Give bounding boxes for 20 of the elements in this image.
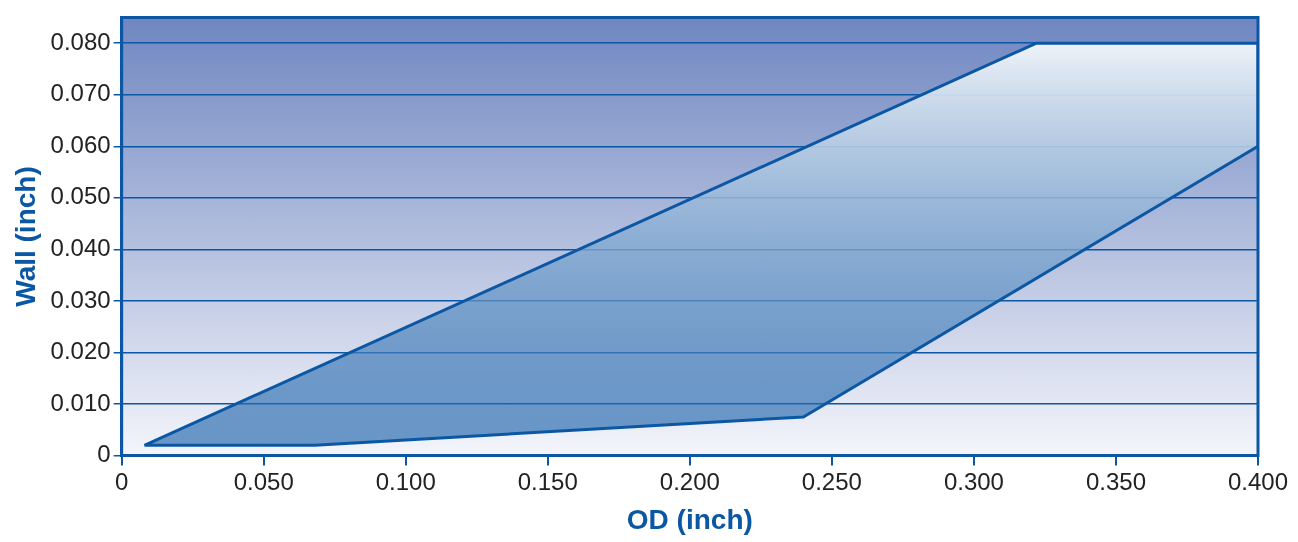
x-tick-label: 0.350: [1085, 467, 1146, 495]
x-tick-label: 0.250: [801, 467, 862, 495]
y-tick-label: 0.030: [50, 285, 111, 313]
y-tick-label: 0.020: [50, 337, 111, 365]
y-tick-label: 0.060: [50, 130, 111, 158]
x-tick-label: 0.300: [943, 467, 1004, 495]
x-tick-label: 0: [114, 467, 129, 495]
y-axis-title: Wall (inch): [9, 166, 41, 307]
y-tick-label: 0.010: [50, 388, 111, 416]
x-tick-label: 0.050: [233, 467, 294, 495]
x-tick-label: 0.400: [1227, 467, 1289, 495]
x-axis-title: OD (inch): [626, 503, 753, 535]
y-tick-label: 0: [97, 440, 111, 468]
y-tick-label: 0.040: [50, 234, 111, 262]
x-tick-label: 0.150: [517, 467, 578, 495]
y-tick-label: 0.050: [50, 182, 111, 210]
y-tick-label: 0.080: [50, 27, 111, 55]
x-tick-label: 0.200: [659, 467, 720, 495]
y-tick-label: 0.070: [50, 79, 111, 107]
x-tick-label: 0.100: [375, 467, 436, 495]
